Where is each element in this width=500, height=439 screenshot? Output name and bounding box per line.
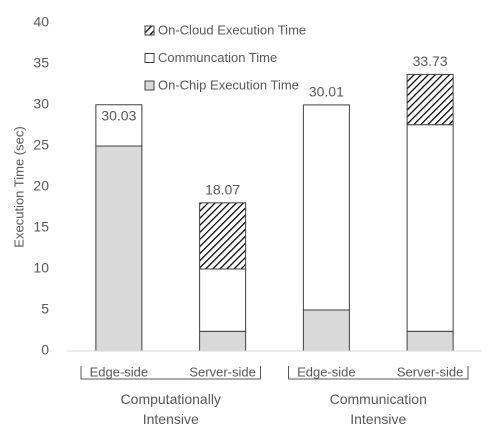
legend-swatch [144, 53, 155, 63]
legend-swatch [144, 80, 155, 91]
y-tick-label: 5 [41, 301, 49, 317]
y-tick-label: 15 [33, 219, 49, 235]
y-tick-label: 35 [33, 55, 49, 71]
legend-label: On-Cloud Execution Time [158, 22, 306, 37]
total-label: 18.07 [205, 182, 240, 198]
group-bracket [80, 366, 261, 380]
bar-segment [302, 309, 350, 352]
total-label: 30.03 [101, 107, 136, 123]
y-tick-label: 0 [41, 342, 49, 358]
bar-segment [95, 145, 143, 352]
x-tick-label: Server-side [189, 364, 255, 379]
group-label: Computationally Intensive [121, 391, 221, 427]
bar-segment [95, 104, 143, 147]
legend-swatch [144, 25, 155, 36]
y-tick-label: 25 [33, 137, 49, 153]
legend-label: Communcation Time [158, 50, 277, 65]
legend-label: On-Chip Execution Time [158, 77, 299, 92]
bar-segment [199, 330, 247, 352]
bar-segment [199, 202, 247, 270]
bar-segment [406, 124, 454, 332]
y-tick-label: 20 [33, 178, 49, 194]
y-tick-label: 40 [33, 14, 49, 30]
bar-segment [406, 330, 454, 352]
bar-segment [199, 268, 247, 332]
group-bracket [288, 366, 469, 380]
y-axis-label: Execution Time (sec) [11, 126, 26, 247]
x-tick-label: Edge-side [90, 364, 149, 379]
y-tick-label: 30 [33, 96, 49, 112]
bar-segment [302, 104, 350, 311]
total-label: 30.01 [309, 84, 344, 100]
bar-segment [406, 73, 454, 126]
y-tick-label: 10 [33, 260, 49, 276]
x-tick-label: Edge-side [297, 364, 356, 379]
x-tick-label: Server-side [397, 364, 463, 379]
group-label: Communication Intensive [330, 391, 427, 427]
total-label: 33.73 [413, 53, 448, 69]
